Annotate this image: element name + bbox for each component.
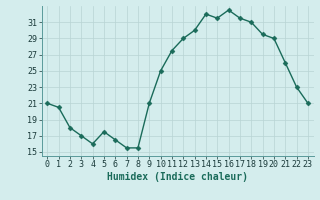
X-axis label: Humidex (Indice chaleur): Humidex (Indice chaleur) bbox=[107, 172, 248, 182]
